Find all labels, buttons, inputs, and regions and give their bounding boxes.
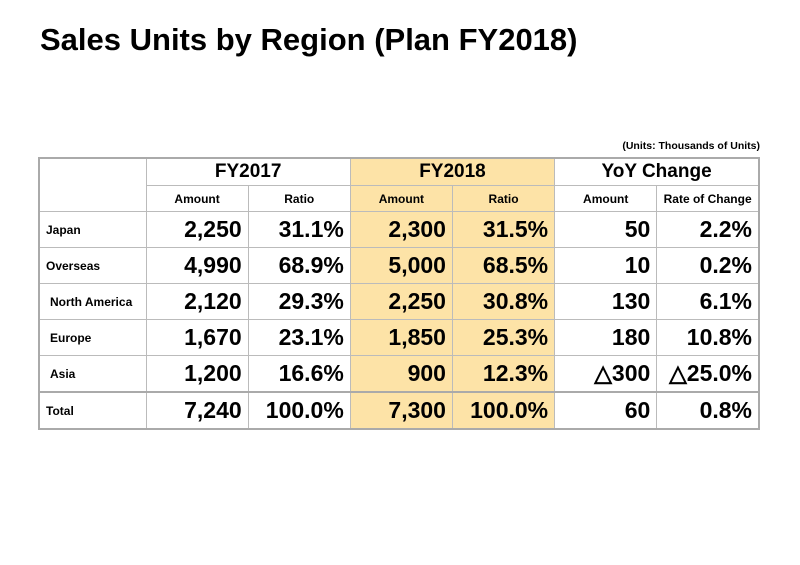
corner-cell [38,157,147,212]
cell-value: 2,120 [145,283,249,320]
header-yoy: YoY Change [554,157,760,186]
cell-value: 180 [554,319,658,356]
cell-value: △25.0% [656,355,760,393]
row-label: Total [38,391,147,430]
cell-value: 31.5% [451,211,556,248]
cell-value: 7,240 [145,391,249,430]
cell-value: 7,300 [349,391,453,430]
cell-value: 50 [554,211,658,248]
cell-value: 16.6% [247,355,351,393]
header-fy2017: FY2017 [145,157,351,186]
sales-table: FY2017 FY2018 YoY Change Amount Ratio Am… [38,157,760,430]
units-note: (Units: Thousands of Units) [622,140,760,152]
cell-value: 2,250 [349,283,453,320]
row-label: Europe [38,319,147,356]
cell-value: 900 [349,355,453,393]
cell-value: 1,850 [349,319,453,356]
cell-value: 60 [554,391,658,430]
cell-value: 1,200 [145,355,249,393]
row-label: Japan [38,211,147,248]
cell-value: 68.5% [451,247,556,284]
page-title: Sales Units by Region (Plan FY2018) [40,22,578,57]
cell-value: 68.9% [247,247,351,284]
cell-value: △300 [554,355,658,393]
cell-value: 100.0% [451,391,556,430]
cell-value: 2,250 [145,211,249,248]
cell-value: 0.8% [656,391,760,430]
cell-value: 5,000 [349,247,453,284]
subheader-amount: Amount [349,185,453,212]
cell-value: 2.2% [656,211,760,248]
table-row: Asia 1,200 16.6% 900 12.3% △300 △25.0% [38,355,760,393]
cell-value: 2,300 [349,211,453,248]
header-fy2018: FY2018 [349,157,556,186]
row-label: Overseas [38,247,147,284]
cell-value: 29.3% [247,283,351,320]
subheader-amount: Amount [554,185,658,212]
cell-value: 100.0% [247,391,351,430]
cell-value: 30.8% [451,283,556,320]
table-row: Europe 1,670 23.1% 1,850 25.3% 180 10.8% [38,319,760,356]
cell-value: 4,990 [145,247,249,284]
cell-value: 25.3% [451,319,556,356]
subheader-ratio: Ratio [247,185,351,212]
cell-value: 12.3% [451,355,556,393]
cell-value: 10.8% [656,319,760,356]
table-row: Total 7,240 100.0% 7,300 100.0% 60 0.8% [38,391,760,430]
subheader-rate: Rate of Change [656,185,760,212]
cell-value: 130 [554,283,658,320]
row-label: Asia [38,355,147,393]
subheader-amount: Amount [145,185,249,212]
table-row: Japan 2,250 31.1% 2,300 31.5% 50 2.2% [38,211,760,248]
table-row: Overseas 4,990 68.9% 5,000 68.5% 10 0.2% [38,247,760,284]
cell-value: 6.1% [656,283,760,320]
cell-value: 23.1% [247,319,351,356]
cell-value: 31.1% [247,211,351,248]
table-row: North America 2,120 29.3% 2,250 30.8% 130 6.1% [38,283,760,320]
row-label: North America [38,283,147,320]
subheader-ratio: Ratio [451,185,556,212]
cell-value: 10 [554,247,658,284]
cell-value: 0.2% [656,247,760,284]
cell-value: 1,670 [145,319,249,356]
